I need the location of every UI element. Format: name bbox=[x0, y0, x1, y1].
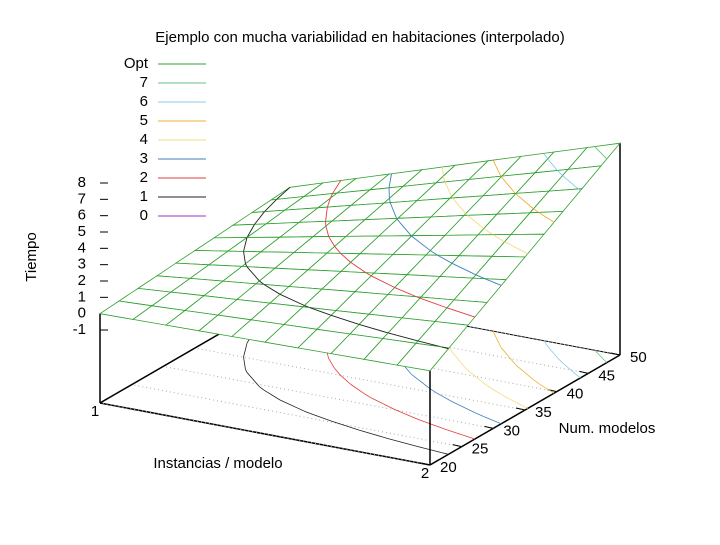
base-contour bbox=[447, 430, 475, 439]
y-tick-label: 40 bbox=[567, 386, 584, 403]
base-contour bbox=[244, 357, 246, 369]
base-contour bbox=[310, 413, 332, 421]
base-contour bbox=[264, 390, 280, 400]
grid-line bbox=[132, 385, 462, 447]
base-contour bbox=[304, 411, 309, 413]
base-contour bbox=[244, 343, 247, 357]
base-contour bbox=[247, 372, 260, 386]
z-tick-label: 3 bbox=[78, 256, 86, 273]
base-contour bbox=[280, 400, 304, 411]
base-contour bbox=[493, 331, 501, 347]
y-tick-label: 45 bbox=[598, 367, 615, 384]
base-contour bbox=[501, 348, 515, 365]
x-tick-label: 1 bbox=[91, 403, 99, 420]
base-contour bbox=[420, 420, 447, 430]
y-tick-label: 35 bbox=[535, 404, 552, 421]
x-axis-label: Instancias / modelo bbox=[153, 455, 282, 472]
base-contour bbox=[505, 396, 528, 408]
z-tick-label: 5 bbox=[78, 223, 86, 240]
y-tick-label: 30 bbox=[503, 422, 520, 439]
base-contour bbox=[484, 383, 493, 389]
y-tick bbox=[516, 408, 525, 410]
base-contour bbox=[388, 439, 418, 447]
base-contour bbox=[476, 413, 485, 417]
y-tick bbox=[453, 445, 462, 447]
base-contour bbox=[534, 380, 539, 384]
z-tick-label: 4 bbox=[78, 239, 86, 256]
base-contour bbox=[351, 384, 366, 394]
base-contour bbox=[453, 353, 466, 369]
z-axis-label: Tiempo bbox=[23, 232, 40, 281]
base-contour bbox=[452, 351, 453, 352]
base-contour bbox=[329, 359, 335, 369]
base-contour bbox=[395, 410, 417, 419]
base-contour bbox=[557, 358, 562, 363]
base-contour bbox=[341, 375, 351, 384]
base-contour bbox=[485, 417, 501, 424]
y-axis-label: Num. modelos bbox=[559, 420, 656, 437]
z-tick-label: 0 bbox=[78, 305, 86, 322]
base-contour bbox=[417, 419, 421, 420]
legend-label: 5 bbox=[140, 112, 148, 129]
base-contour bbox=[466, 368, 468, 370]
y-tick-label: 50 bbox=[630, 349, 647, 366]
legend-label: 4 bbox=[140, 131, 148, 148]
z-tick-label: -1 bbox=[73, 321, 86, 338]
legend-label: Opt bbox=[124, 55, 149, 72]
x-tick-label: 2 bbox=[421, 465, 429, 482]
y-tick-label: 25 bbox=[472, 441, 489, 458]
legend-label: 3 bbox=[140, 150, 148, 167]
z-tick-label: 1 bbox=[78, 288, 86, 305]
x-tick bbox=[430, 460, 438, 465]
base-contour bbox=[412, 374, 431, 388]
y-tick-label: 20 bbox=[440, 459, 457, 476]
legend-label: 6 bbox=[140, 93, 148, 110]
y-tick bbox=[484, 426, 493, 428]
chart-title: Ejemplo con mucha variabilidad en habita… bbox=[155, 29, 564, 46]
legend-label: 7 bbox=[140, 74, 148, 91]
z-tick-label: 7 bbox=[78, 190, 86, 207]
base-contour bbox=[259, 387, 263, 390]
legend-label: 1 bbox=[140, 188, 148, 205]
base-contour bbox=[366, 395, 371, 398]
y-tick bbox=[579, 371, 588, 373]
base-contour bbox=[563, 363, 579, 376]
base-contour bbox=[245, 369, 246, 372]
base-contour bbox=[468, 370, 484, 383]
z-tick-label: 2 bbox=[78, 272, 86, 289]
base-contour bbox=[493, 389, 505, 396]
x-tick bbox=[100, 398, 108, 403]
base-contour bbox=[331, 421, 359, 430]
z-tick-label: 8 bbox=[78, 174, 86, 191]
base-contour bbox=[548, 346, 558, 358]
base-contour bbox=[438, 394, 452, 402]
base-contour bbox=[452, 402, 476, 414]
base-contour bbox=[359, 430, 388, 439]
base-contour bbox=[442, 453, 449, 455]
legend-label: 2 bbox=[140, 169, 148, 186]
z-tick-label: 6 bbox=[78, 207, 86, 224]
base-contour bbox=[516, 365, 534, 380]
legend-label: 0 bbox=[140, 207, 148, 224]
